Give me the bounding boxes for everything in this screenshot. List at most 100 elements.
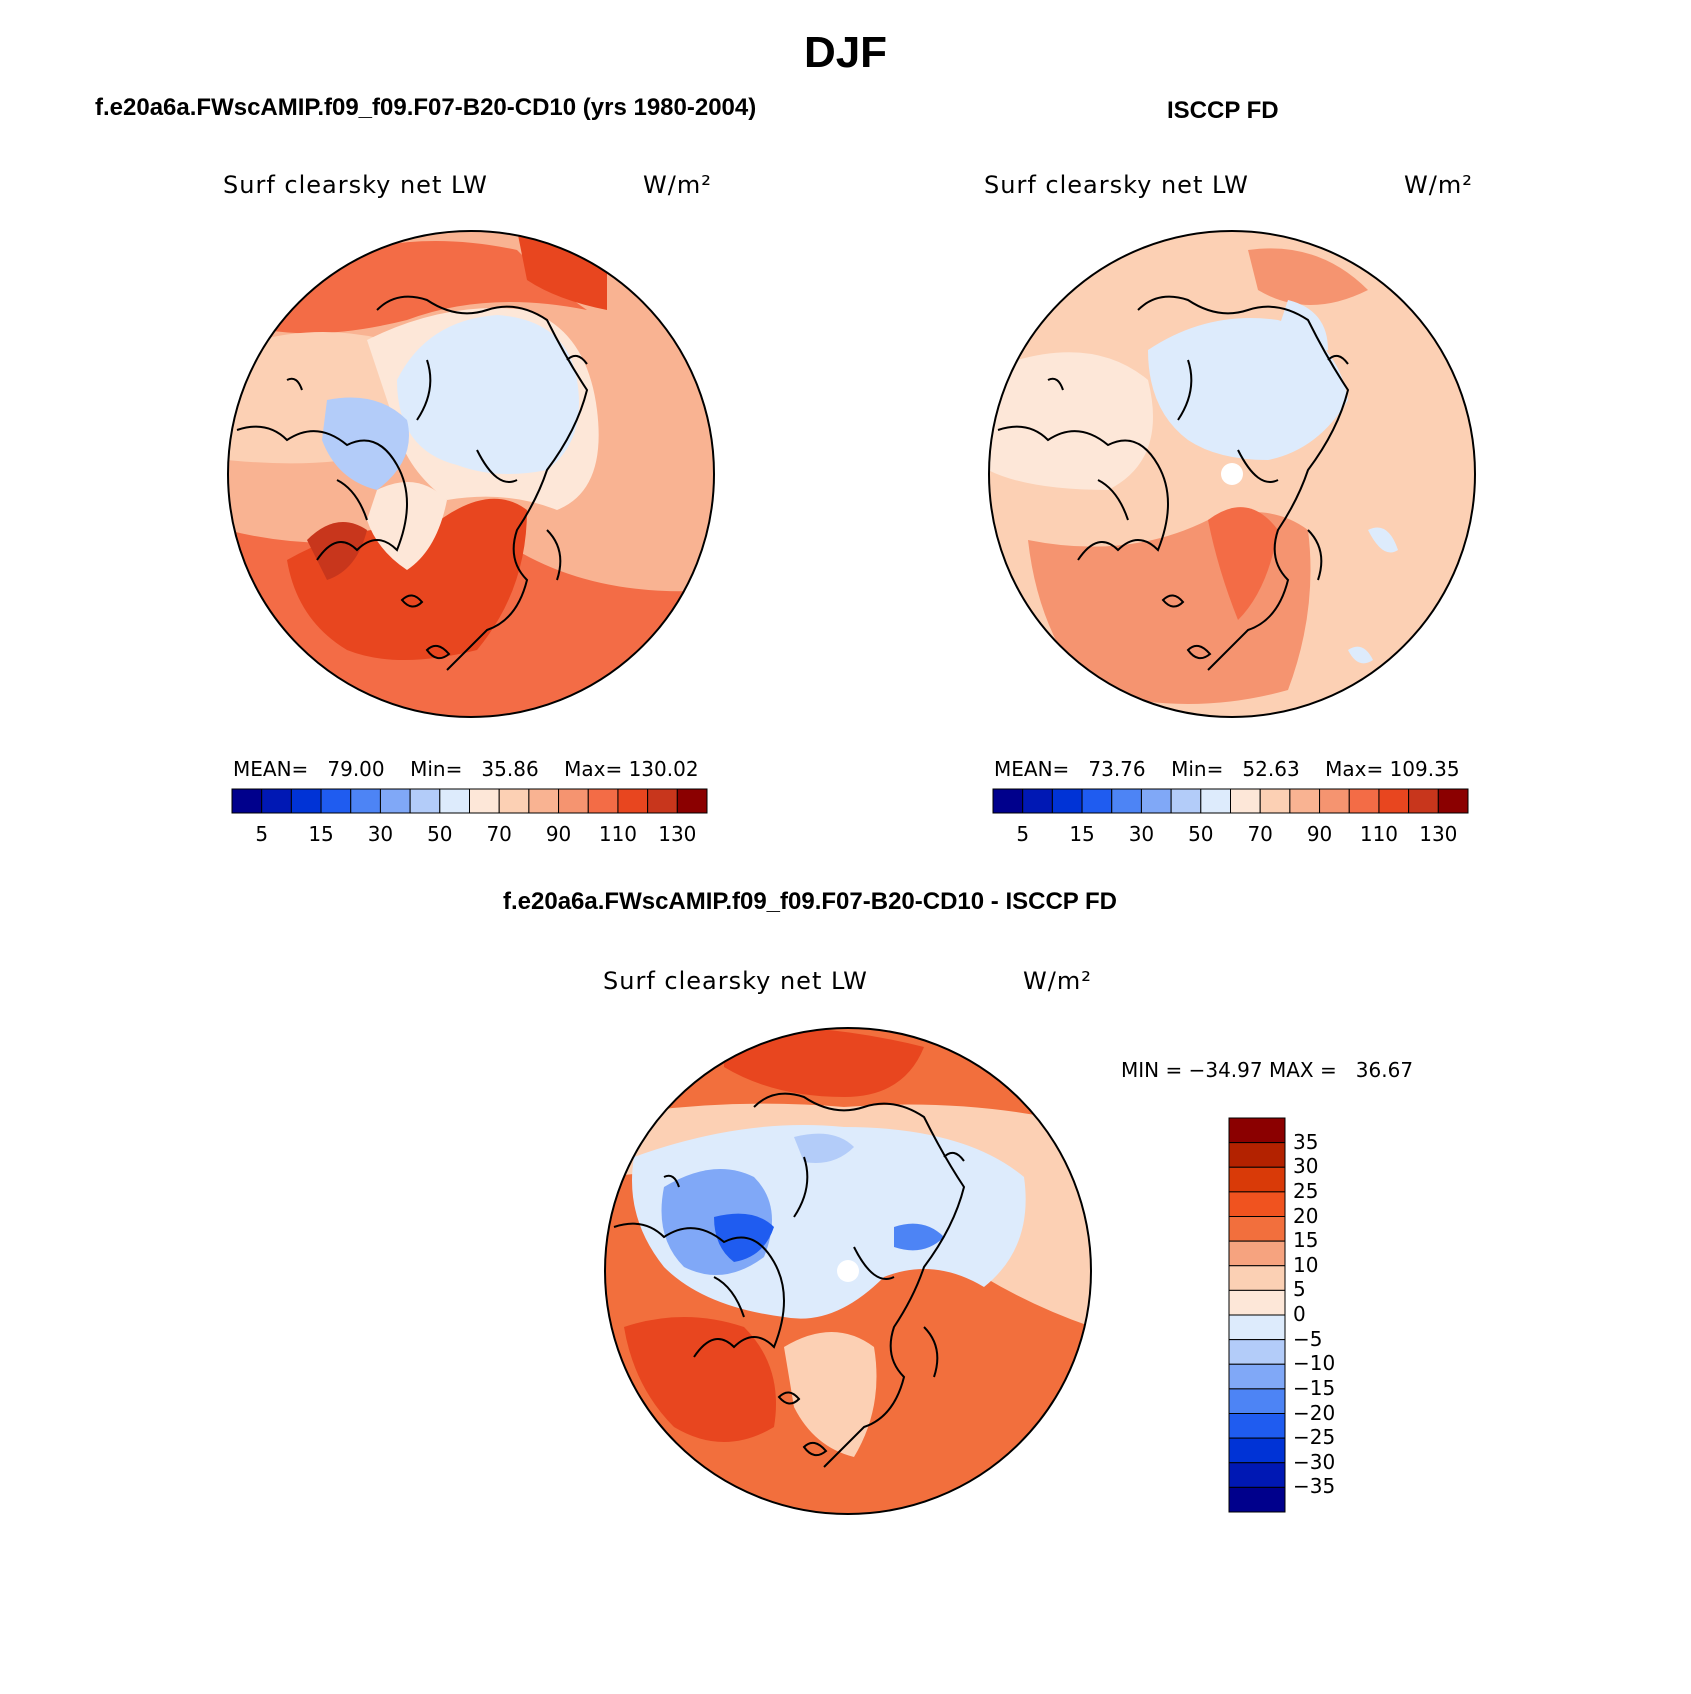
field-pacific-strong [724, 1028, 924, 1097]
field-land-pale [989, 352, 1153, 490]
colorbar-swatch [647, 788, 678, 814]
colorbar-model [231, 788, 708, 814]
colorbar-tick-label: 15 [308, 822, 334, 846]
colorbar-tick-label: 110 [1359, 822, 1399, 846]
colorbar-tick-label: 25 [1293, 1178, 1319, 1203]
field-ice-patch [1278, 300, 1328, 353]
field-greenland-pale [367, 482, 447, 570]
coastline-islands [663, 1151, 965, 1457]
colorbar-diff [1228, 1117, 1286, 1513]
mean-value: 79.00 [327, 757, 385, 781]
colorbar-tick-label: 70 [486, 822, 512, 846]
colorbar-swatch [231, 788, 263, 814]
colorbar-swatch [1200, 788, 1231, 814]
colorbar-swatch [1228, 1142, 1286, 1168]
colorbar-tick-label: 15 [1069, 822, 1095, 846]
colorbar-swatch [1228, 1363, 1286, 1390]
colorbar-tick-label: 10 [1293, 1252, 1319, 1277]
coastline-islands [1047, 354, 1349, 660]
colorbar-tick-label: 30 [367, 822, 394, 846]
field-arctic-ice [1148, 318, 1348, 460]
min-value: 52.63 [1242, 757, 1300, 781]
colorbar-tick-label: 30 [1293, 1154, 1319, 1179]
colorbar-tick-label: 130 [1419, 822, 1458, 846]
colorbar-swatch [587, 788, 619, 814]
colorbar-tick-label: −25 [1293, 1425, 1336, 1450]
colorbar-swatch [1228, 1289, 1286, 1316]
field-ice-patch [1368, 527, 1398, 553]
colorbar-swatch [1228, 1486, 1286, 1513]
mean-label: MEAN= [994, 757, 1070, 781]
stats-obs: MEAN= 73.76 Min= 52.63 Max= 109.35 [994, 757, 1460, 781]
variable-label-model: Surf clearsky net LW [223, 171, 488, 199]
colorbar-tick-label: 30 [1128, 822, 1155, 846]
colorbar-tick-label: 20 [1293, 1203, 1319, 1228]
field-archipelago-blue [322, 397, 409, 490]
colorbar-swatch [1051, 788, 1083, 814]
colorbar-swatch [1228, 1166, 1286, 1193]
coastline [236, 295, 589, 671]
stats-diff: MIN = −34.97 MAX = 36.67 [1121, 1058, 1414, 1082]
colorbar-swatch [1081, 788, 1113, 814]
coastline [997, 295, 1350, 671]
colorbar-swatch [1228, 1240, 1286, 1267]
colorbar-tick-label: 5 [1016, 822, 1030, 846]
field-greenland-dark [307, 522, 367, 580]
colorbar-tick-label: 110 [598, 822, 638, 846]
colorbar-tick-label: 90 [1306, 822, 1333, 846]
polar-map-model [227, 230, 715, 718]
colorbar-svg [1228, 1117, 1286, 1513]
colorbar-swatch [1319, 788, 1350, 814]
max-value: 130.02 [628, 757, 699, 781]
field-blue-patch [794, 1133, 854, 1163]
colorbar-svg [231, 788, 708, 814]
colorbar-swatch [1228, 1216, 1286, 1242]
colorbar-swatch [1259, 788, 1291, 814]
colorbar-swatch [617, 788, 649, 814]
colorbar-tick-label: −10 [1293, 1351, 1336, 1376]
field-ice-patch [1348, 646, 1373, 664]
colorbar-tick-label: 70 [1247, 822, 1273, 846]
colorbar-swatch [1228, 1117, 1286, 1144]
field-atlantic-strong [1208, 507, 1278, 620]
max-value: 109.35 [1389, 757, 1460, 781]
colorbar-swatch [290, 788, 322, 814]
colorbar-tick-label: −30 [1293, 1449, 1336, 1474]
units-label-diff: W/m² [1023, 967, 1092, 995]
colorbar-ticks-diff: 35 30 25 20 15 10 5 0 −5 −10 −15 −20 −25 −30 −35 [1293, 1118, 1353, 1512]
colorbar-tick-label: −20 [1293, 1400, 1336, 1425]
field-atlantic-strong [624, 1317, 776, 1442]
map-border [227, 230, 715, 718]
map-border [604, 1027, 1092, 1515]
colorbar-swatch [1228, 1339, 1286, 1365]
colorbar-swatch [1228, 1314, 1286, 1341]
colorbar-tick-label: 5 [255, 822, 269, 846]
colorbar-swatch [992, 788, 1024, 814]
colorbar-tick-label: −35 [1293, 1474, 1336, 1499]
colorbar-swatch [320, 788, 352, 814]
colorbar-tick-label: 90 [545, 822, 572, 846]
polar-map-diff [604, 1027, 1092, 1515]
colorbar-svg [992, 788, 1469, 814]
colorbar-swatch [469, 788, 500, 814]
pole-missing-data [1221, 463, 1243, 485]
map-border [988, 230, 1476, 718]
colorbar-swatch [1228, 1388, 1286, 1414]
colorbar-ticks-model: 5 15 30 50 70 90 110 130 [232, 822, 707, 848]
colorbar-swatch [261, 788, 292, 814]
colorbar-swatch [1022, 788, 1053, 814]
coastline-islands [286, 354, 588, 660]
colorbar-obs [992, 788, 1469, 814]
variable-label-obs: Surf clearsky net LW [984, 171, 1249, 199]
colorbar-swatch [1228, 1413, 1286, 1439]
colorbar-swatch [1228, 1437, 1286, 1464]
colorbar-tick-label: 130 [658, 822, 697, 846]
colorbar-swatch [1170, 788, 1202, 814]
units-label-obs: W/m² [1404, 171, 1473, 199]
panel-title-model: f.e20a6a.FWscAMIP.f09_f09.F07-B20-CD10 (… [95, 94, 757, 121]
colorbar-swatch [1230, 788, 1261, 814]
colorbar-swatch [1111, 788, 1142, 814]
units-label-model: W/m² [643, 171, 712, 199]
field-pale-atlantic [784, 1332, 877, 1457]
colorbar-tick-label: 5 [1293, 1277, 1306, 1302]
